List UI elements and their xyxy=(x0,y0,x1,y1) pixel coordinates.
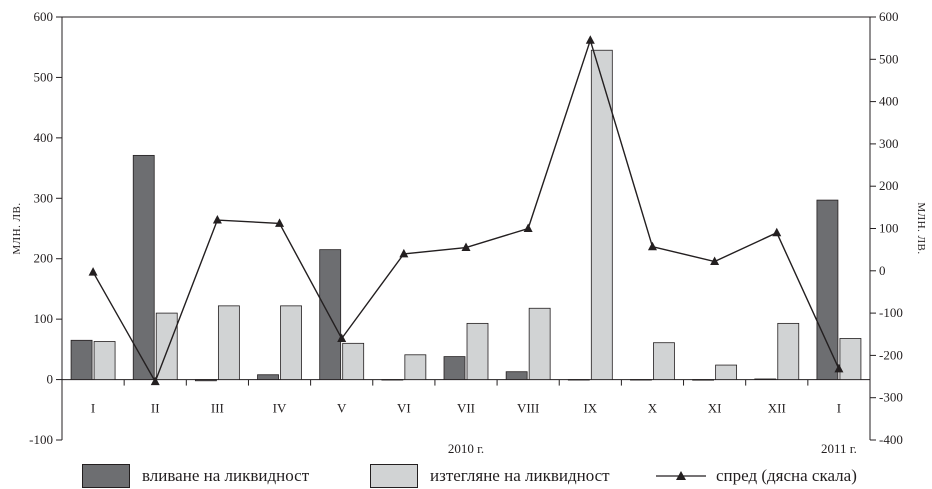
legend-label-withdrawal: изтегляне на ликвидност xyxy=(430,465,610,485)
legend-swatch-withdrawal xyxy=(370,463,418,488)
y2-tick-label: -100 xyxy=(879,305,903,320)
legend: вливане на ликвидност изтегляне на ликви… xyxy=(0,462,932,489)
spread-point xyxy=(772,227,782,237)
bar xyxy=(155,312,178,380)
bar xyxy=(653,342,675,380)
x-tick-label: I xyxy=(837,401,841,416)
x-tick-label: II xyxy=(151,401,160,416)
bar xyxy=(257,374,279,380)
y2-tick-label: 0 xyxy=(879,263,886,278)
bar xyxy=(381,379,404,381)
legend-item-injection: вливане на ликвидност xyxy=(82,462,309,489)
bar xyxy=(70,339,93,380)
x-tick-label: I xyxy=(91,401,95,416)
spread-point xyxy=(337,333,347,342)
chart: 600 500 400 300 200 100 0 -100 600 500 400 300 200 10… xyxy=(11,9,927,456)
y-tick-label: 600 xyxy=(34,9,54,24)
y-tick-label: 400 xyxy=(34,130,54,145)
spread-point xyxy=(399,248,409,258)
spread-point xyxy=(461,242,471,252)
y2-tick-label: 100 xyxy=(879,221,899,236)
x-tick-label: X xyxy=(648,401,658,416)
legend-swatch-injection xyxy=(82,463,130,488)
legend-swatch-spread xyxy=(656,470,706,480)
y2-tick-label: -400 xyxy=(879,432,903,447)
bar xyxy=(567,379,590,381)
bar xyxy=(93,341,116,380)
x-tick-label: XI xyxy=(708,401,722,416)
legend-item-withdrawal: изтегляне на ликвидност xyxy=(370,462,610,489)
x-tick-label: V xyxy=(337,401,347,416)
spread-line xyxy=(92,37,840,384)
spread-point xyxy=(212,215,222,224)
bar xyxy=(816,199,839,380)
y2-tick-label: -200 xyxy=(879,347,903,362)
x-tick-label: III xyxy=(211,401,224,416)
y-tick-label: 0 xyxy=(47,372,54,387)
bar xyxy=(132,154,155,380)
bar xyxy=(319,249,342,380)
x-tick-label: XII xyxy=(768,401,786,416)
bar xyxy=(280,305,302,380)
spread-point xyxy=(88,267,98,276)
y-tick-label: 300 xyxy=(34,190,54,205)
y-tick-label: -100 xyxy=(29,432,53,447)
y2-tick-label: 400 xyxy=(879,94,899,109)
spread-point xyxy=(834,363,844,373)
bar xyxy=(505,371,528,380)
spread-point xyxy=(523,223,533,232)
y-axis-title: МЛН. ЛВ. xyxy=(11,202,23,254)
spread-point xyxy=(150,376,160,386)
y2-tick-label: 600 xyxy=(879,9,899,24)
bar xyxy=(466,322,489,380)
x-tick-label: IX xyxy=(583,401,597,416)
spread-point xyxy=(275,218,285,227)
legend-label-injection: вливане на ликвидност xyxy=(142,465,310,485)
bar xyxy=(342,342,365,380)
year-label: 2010 г. xyxy=(448,441,484,456)
legend-label-spread: спред (дясна скала) xyxy=(716,465,857,485)
y2-axis-title: МЛН. ЛВ. xyxy=(915,202,927,254)
bar xyxy=(692,379,715,381)
y-tick-label: 500 xyxy=(34,69,54,84)
spread-point xyxy=(710,256,720,265)
bar xyxy=(194,379,217,382)
y2-tick-label: 200 xyxy=(879,178,899,193)
bar xyxy=(528,307,551,380)
y-tick-label: 100 xyxy=(34,311,54,326)
bar xyxy=(590,49,613,380)
spread-point xyxy=(585,35,595,44)
bar xyxy=(777,322,800,380)
legend-item-spread: спред (дясна скала) xyxy=(656,462,857,489)
y2-tick-label: 300 xyxy=(879,136,899,151)
bar xyxy=(217,305,240,380)
y2-tick-label: -300 xyxy=(879,390,903,405)
year-label: 2011 г. xyxy=(821,441,857,456)
x-tick-label: VII xyxy=(457,401,475,416)
bar xyxy=(404,354,427,380)
bar xyxy=(754,378,777,380)
x-tick-label: VI xyxy=(397,401,411,416)
bar xyxy=(443,356,466,380)
spread-point xyxy=(647,241,657,251)
y2-tick-label: 500 xyxy=(879,51,899,66)
bar xyxy=(630,379,652,381)
x-tick-label: IV xyxy=(273,401,287,416)
bar xyxy=(839,338,862,380)
bar xyxy=(715,364,738,380)
y-tick-label: 200 xyxy=(34,251,54,266)
x-tick-label: VIII xyxy=(517,401,539,416)
